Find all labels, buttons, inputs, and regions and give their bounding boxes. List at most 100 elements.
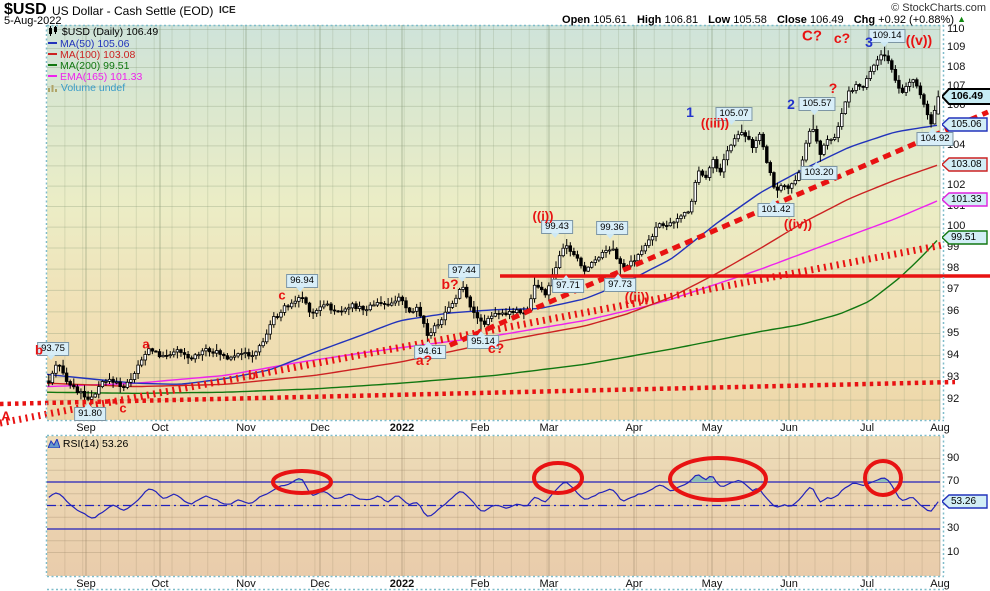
candle-down <box>922 94 926 105</box>
candle-up <box>629 260 633 267</box>
rsi-line <box>48 474 939 519</box>
candle-down <box>157 351 162 358</box>
candle-up <box>268 324 272 335</box>
candle-up <box>107 378 112 382</box>
wave-label-v: ((v)) <box>905 32 933 48</box>
candle-down <box>482 320 487 325</box>
candle-down <box>750 138 755 148</box>
candle-down <box>504 312 508 316</box>
candle-up <box>486 317 490 325</box>
month-label-bottom-May: May <box>701 578 723 590</box>
candle-up <box>375 302 380 306</box>
month-label-May: May <box>701 422 723 434</box>
price-tick-94: 94 <box>947 349 960 361</box>
candle-up <box>825 139 830 146</box>
candle-up <box>754 140 758 149</box>
candle-up <box>868 71 872 79</box>
candle-up <box>257 345 262 353</box>
candle-up <box>697 170 701 183</box>
axis-value-box-part: 101.33 <box>951 194 982 205</box>
candle-up <box>97 386 101 395</box>
candle-up <box>443 311 447 321</box>
candle-down <box>700 170 705 176</box>
candle-down <box>765 146 769 163</box>
candle-down <box>772 172 776 188</box>
candle-down <box>111 378 115 383</box>
candle-up <box>168 354 172 357</box>
candle-down <box>211 351 215 354</box>
candle-up <box>690 200 694 213</box>
candle-down <box>475 312 480 319</box>
axis-value-box-part <box>942 494 988 509</box>
candle-down <box>715 159 719 169</box>
candle-down <box>786 185 790 189</box>
candle-up <box>214 350 219 354</box>
wave-label-a: a <box>142 336 150 352</box>
month-label-2022: 2022 <box>389 422 415 434</box>
legend-volume: Volume undef <box>48 82 125 94</box>
rsi-overbought-fill <box>691 475 714 482</box>
month-label-bottom-Feb: Feb <box>470 578 490 590</box>
candle-up <box>147 348 151 355</box>
candle-up <box>139 359 144 366</box>
candle-up <box>229 356 233 360</box>
price-callout-95.14: 95.14 <box>467 331 499 349</box>
candle-down <box>511 310 515 313</box>
rsi-highlight-ellipse <box>271 469 333 495</box>
month-label-Nov: Nov <box>236 422 256 434</box>
rsi-tick-10: 10 <box>947 546 960 558</box>
wave-label-c: c <box>119 400 127 416</box>
price-callout-105.57: 105.57 <box>798 97 836 115</box>
candle-up <box>811 128 815 132</box>
candle-down <box>311 311 315 314</box>
chart-date: 5-Aug-2022 <box>4 15 62 27</box>
candle-down <box>286 305 290 308</box>
axis-value-box-part: 106.49 <box>951 90 984 102</box>
steep-dashed-support-line <box>424 109 989 359</box>
candle-up <box>461 286 465 290</box>
rsi-highlight-ellipse <box>863 459 903 497</box>
candle-down <box>464 286 469 298</box>
wave-label-c: c? <box>487 340 505 356</box>
candle-up <box>829 138 833 141</box>
axis-value-box-99.51: 99.51 <box>942 230 988 245</box>
candle-up <box>682 212 687 217</box>
axis-value-box-part <box>942 88 990 105</box>
high-value: 106.81 <box>664 14 699 26</box>
candle-up <box>600 251 605 259</box>
wave-label-2: 2 <box>787 96 795 112</box>
rsi-tick-30: 30 <box>947 522 960 534</box>
month-label-Jun: Jun <box>780 422 798 434</box>
open-label: Open <box>562 14 591 26</box>
candle-down <box>354 303 358 309</box>
candle-down <box>468 296 472 308</box>
wave-label-C: C? <box>802 27 822 45</box>
candle-up <box>272 316 276 326</box>
chg-label: Chg <box>853 14 876 26</box>
chg-value: +0.92 (+0.88%) <box>878 14 954 26</box>
wave-label-b: b <box>35 342 43 358</box>
candle-up <box>804 142 808 161</box>
axis-value-box-part: 105.06 <box>951 119 982 130</box>
candle-down <box>568 245 572 252</box>
candle-down <box>882 54 887 57</box>
candle-up <box>879 54 883 61</box>
price-callout-94.61: 94.61 <box>414 341 446 359</box>
candle-up <box>561 247 565 257</box>
candle-up <box>136 364 140 374</box>
candle-down <box>782 185 787 188</box>
candle-down <box>425 323 430 336</box>
candle-up <box>282 305 287 313</box>
candle-down <box>154 350 158 353</box>
candle-up <box>414 306 419 312</box>
candle-down <box>400 296 405 302</box>
wave-label-c: c <box>278 287 286 303</box>
candle-down <box>68 381 72 386</box>
candle-down <box>861 85 865 88</box>
price-tick-93: 93 <box>947 371 960 383</box>
axis-value-box-part: 53.26 <box>951 496 977 507</box>
wave-label-i: ((i)) <box>532 208 554 224</box>
legend-ema165: EMA(165) 101.33 <box>48 71 142 83</box>
candle-up <box>907 81 912 87</box>
candle-up <box>264 333 269 343</box>
